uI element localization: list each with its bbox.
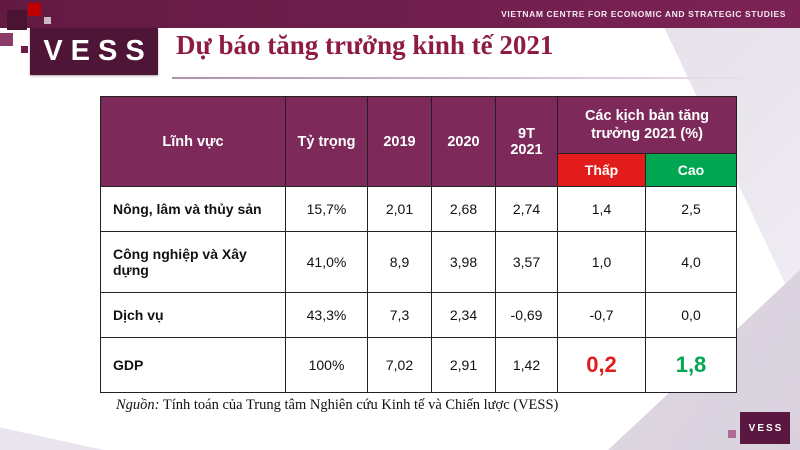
source-note: Nguồn: Tính toán của Trung tâm Nghiên cứ… (116, 397, 558, 414)
footer-vess-logo: VESS (740, 412, 790, 444)
col-header-low: Thấp (557, 153, 646, 187)
table-row: Công nghiệp và Xây dựng 41,0% 8,9 3,98 3… (100, 231, 738, 293)
table-cell: 2,91 (431, 337, 496, 393)
col-header-high: Cao (644, 153, 738, 187)
col-header-ty-trong: Tỷ trọng (285, 96, 368, 187)
table-header-row: Lĩnh vực Tỷ trọng 2019 2020 9T 2021 Các … (100, 96, 738, 187)
table-row: Nông, lâm và thủy sản 15,7% 2,01 2,68 2,… (100, 186, 738, 232)
table-cell: 0,0 (644, 292, 738, 338)
forecast-table: Lĩnh vực Tỷ trọng 2019 2020 9T 2021 Các … (100, 96, 738, 393)
row-label: GDP (100, 337, 286, 393)
table-cell: 2,74 (495, 186, 558, 232)
table-cell: 2,68 (431, 186, 496, 232)
vess-logo-text: VESS (43, 35, 153, 67)
table-cell: 7,02 (367, 337, 432, 393)
table-cell: 2,01 (367, 186, 432, 232)
table-cell: 1,42 (495, 337, 558, 393)
table-cell: 1,4 (557, 186, 646, 232)
table-row: Dịch vụ 43,3% 7,3 2,34 -0,69 -0,7 0,0 (100, 292, 738, 338)
table-cell: 2,34 (431, 292, 496, 338)
decorative-square-icon (7, 10, 27, 30)
table-cell: 43,3% (285, 292, 368, 338)
col-header-2020: 2020 (431, 96, 496, 187)
row-label: Dịch vụ (100, 292, 286, 338)
gdp-low-value: 0,2 (557, 337, 646, 393)
col-header-linh-vuc: Lĩnh vực (100, 96, 286, 187)
table-cell: 100% (285, 337, 368, 393)
decorative-square-icon (44, 17, 51, 24)
table-cell: 3,98 (431, 231, 496, 293)
footer-vess-logo-text: VESS (748, 422, 784, 434)
table-cell: 2,5 (644, 186, 738, 232)
page-title: Dự báo tăng trưởng kinh tế 2021 (176, 30, 554, 60)
table-cell: 3,57 (495, 231, 558, 293)
gdp-high-value: 1,8 (644, 337, 738, 393)
col-header-2019: 2019 (367, 96, 432, 187)
table-cell: 15,7% (285, 186, 368, 232)
top-bar: VIETNAM CENTRE FOR ECONOMIC AND STRATEGI… (0, 0, 800, 28)
title-underline (172, 77, 772, 79)
col-header-9t-2021: 9T 2021 (495, 96, 558, 187)
row-label: Công nghiệp và Xây dựng (100, 231, 286, 293)
table-cell: -0,69 (495, 292, 558, 338)
table-cell: 41,0% (285, 231, 368, 293)
org-name-text: VIETNAM CENTRE FOR ECONOMIC AND STRATEGI… (501, 9, 786, 19)
decorative-square-icon (0, 33, 13, 46)
col-header-scenarios: Các kịch bản tăng trưởng 2021 (%) (556, 96, 738, 154)
source-label: Nguồn: (116, 397, 160, 413)
row-label: Nông, lâm và thủy sản (100, 186, 286, 232)
vess-logo: VESS (30, 28, 158, 75)
table-cell: 4,0 (644, 231, 738, 293)
forecast-table-container: Lĩnh vực Tỷ trọng 2019 2020 9T 2021 Các … (100, 96, 738, 393)
table-cell: 7,3 (367, 292, 432, 338)
source-text: Tính toán của Trung tâm Nghiên cứu Kinh … (162, 397, 559, 413)
decorative-square-icon (21, 46, 28, 53)
table-cell: 8,9 (367, 231, 432, 293)
table-cell: -0,7 (557, 292, 646, 338)
table-row-gdp: GDP 100% 7,02 2,91 1,42 0,2 1,8 (100, 337, 738, 393)
table-cell: 1,0 (557, 231, 646, 293)
decorative-square-icon (728, 430, 736, 438)
decorative-square-icon (28, 3, 41, 16)
